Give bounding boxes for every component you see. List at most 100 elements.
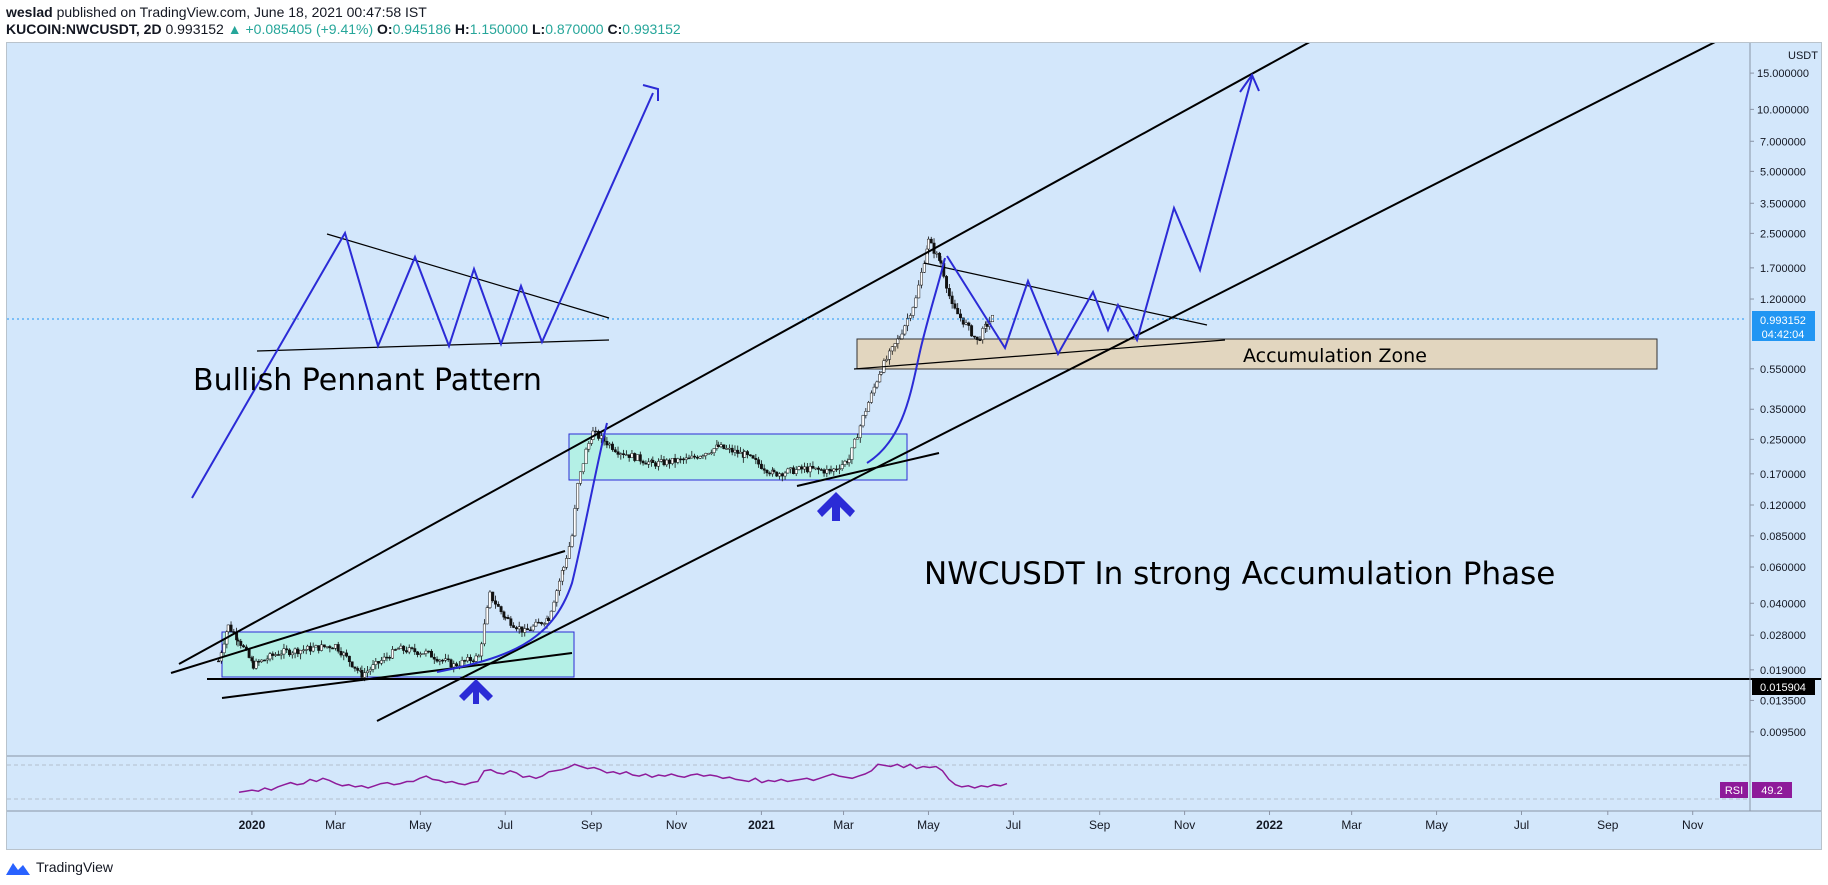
time-tick-label: May [917, 818, 940, 832]
candle-body [520, 626, 524, 633]
phase-label[interactable]: NWCUSDT In strong Accumulation Phase [924, 556, 1555, 592]
chart-area[interactable]: Bullish Pennant Pattern Accumulation Zon… [6, 42, 1822, 850]
up-arrow-icon[interactable] [459, 679, 493, 704]
candlestick-series [217, 236, 994, 682]
candle-body [687, 457, 691, 460]
candle-body [528, 629, 532, 632]
candle-body [432, 657, 436, 660]
candle-body [565, 558, 568, 568]
price-tick-label: 3.500000 [1760, 198, 1806, 210]
pennant2-lower-line[interactable] [853, 339, 1226, 370]
candle-body [670, 458, 674, 464]
candle-body [404, 650, 408, 653]
candle-body [716, 444, 720, 448]
candle-body [382, 656, 386, 661]
candle-body [274, 654, 278, 656]
candle-body [424, 650, 428, 654]
candle-body [967, 322, 971, 326]
time-axis[interactable]: 2020 Mar May Jul Sep Nov 2021 Mar May Jul Sep Nov 20… [7, 810, 1822, 832]
box1-support-line[interactable] [221, 652, 573, 699]
high-label: H: [454, 21, 470, 37]
candle-body [449, 659, 453, 668]
time-tick-label: 2022 [1256, 818, 1283, 832]
candle-body [552, 601, 556, 612]
time-tick-label: Sep [581, 818, 603, 832]
candle-body [775, 471, 779, 477]
brand-name[interactable]: TradingView [36, 859, 114, 875]
channel-upper-line[interactable] [178, 43, 1317, 665]
forecast-projection-path[interactable] [946, 76, 1253, 357]
zone-label[interactable]: Accumulation Zone [1243, 345, 1427, 367]
candle-body [347, 655, 351, 663]
candle-body [811, 465, 815, 469]
candle-body [509, 618, 513, 626]
last-price: 0.993152 [165, 21, 224, 37]
candle-body [366, 670, 369, 673]
candle-body [455, 663, 459, 667]
pattern-label[interactable]: Bullish Pennant Pattern [193, 363, 542, 398]
pennant-projection-path[interactable] [191, 92, 654, 499]
candle-body [371, 664, 375, 670]
pennant2-upper-line[interactable] [923, 262, 1208, 326]
candle-body [906, 317, 910, 327]
candle-body [633, 453, 637, 461]
candle-body [885, 359, 889, 362]
candle-body [690, 455, 694, 459]
candle-body [506, 617, 510, 619]
symbol-label[interactable]: KUCOIN:NWCUSDT, 2D [6, 21, 162, 37]
candle-body [879, 372, 883, 375]
candle-body [546, 618, 550, 622]
channel-lower-line[interactable] [376, 43, 1723, 722]
price-tick-label: 0.009500 [1760, 727, 1806, 739]
price-axis[interactable]: USDT 15.000000 10.000000 7.000000 5.000000 3… [1749, 43, 1818, 811]
time-tick-label: Mar [325, 818, 346, 832]
candle-body [727, 447, 731, 450]
candle-body [594, 430, 598, 433]
candle-body [288, 649, 291, 656]
up-arrow-icon[interactable] [817, 492, 855, 521]
price-tick-label: 0.120000 [1760, 500, 1806, 512]
accumulation-zone-box[interactable] [856, 338, 1658, 370]
candle-body [611, 443, 614, 450]
candle-body [856, 437, 859, 440]
candle-body [379, 660, 383, 664]
pennant-lower-line[interactable] [256, 339, 610, 352]
countdown-label: 04:42:04 [1762, 329, 1805, 341]
candle-body [360, 670, 364, 678]
candle-body [829, 469, 833, 472]
candle-body [576, 483, 580, 509]
candle-body [494, 600, 497, 605]
time-tick-label: Nov [1174, 818, 1195, 832]
candle-body [981, 328, 985, 340]
candle-body [555, 590, 559, 603]
candle-body [345, 652, 349, 657]
candle-body [299, 650, 303, 655]
candle-body [736, 449, 740, 454]
candle-body [791, 467, 795, 474]
candle-body [531, 625, 535, 631]
author-name[interactable]: weslad [6, 4, 53, 20]
publish-line: weslad published on TradingView.com, Jun… [6, 4, 427, 20]
candle-body [903, 325, 907, 335]
pennant-upper-line[interactable] [326, 233, 610, 319]
rising-trend-line[interactable] [170, 550, 566, 674]
candle-body [748, 454, 752, 456]
candle-body [268, 653, 272, 660]
candle-body [271, 653, 275, 656]
tradingview-logo-icon[interactable] [6, 859, 30, 875]
trend-lines [7, 43, 1821, 722]
candle-body [306, 645, 310, 650]
candle-body [463, 660, 467, 662]
candle-body [972, 335, 976, 338]
chart-canvas[interactable]: Bullish Pennant Pattern Accumulation Zon… [7, 43, 1822, 850]
candle-body [709, 452, 713, 454]
candle-body [526, 628, 529, 631]
box2-support-line[interactable] [796, 452, 940, 487]
close-value: 0.993152 [622, 21, 681, 37]
open-value: 0.945186 [392, 21, 452, 37]
rsi-line[interactable] [238, 763, 1008, 794]
candle-body [920, 271, 923, 286]
price-change: ▲ +0.085405 (+9.41%) [227, 21, 374, 37]
candle-body [803, 466, 807, 470]
current-price-label: 0.993152 [1760, 315, 1806, 327]
